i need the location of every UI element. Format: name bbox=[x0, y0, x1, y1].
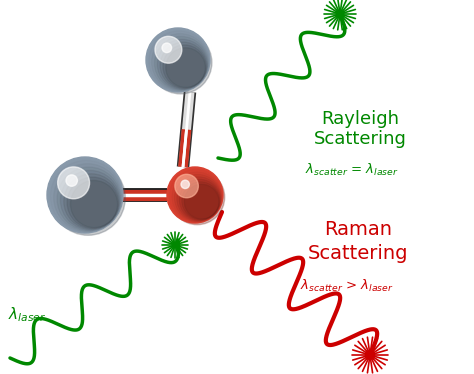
Circle shape bbox=[181, 180, 190, 188]
Text: Scattering: Scattering bbox=[314, 130, 406, 148]
Circle shape bbox=[166, 48, 205, 88]
Circle shape bbox=[60, 171, 120, 230]
Text: Scattering: Scattering bbox=[308, 244, 408, 263]
Circle shape bbox=[173, 242, 178, 248]
Circle shape bbox=[177, 177, 221, 221]
Circle shape bbox=[162, 43, 172, 53]
Circle shape bbox=[155, 36, 182, 63]
Circle shape bbox=[58, 167, 90, 199]
Circle shape bbox=[155, 37, 208, 90]
Text: $\lambda_{\mathregular{laser}}$: $\lambda_{\mathregular{laser}}$ bbox=[8, 305, 46, 324]
Circle shape bbox=[182, 182, 219, 220]
Text: Rayleigh: Rayleigh bbox=[321, 110, 399, 128]
Circle shape bbox=[146, 28, 210, 92]
Circle shape bbox=[149, 31, 212, 94]
Circle shape bbox=[184, 184, 219, 219]
Circle shape bbox=[179, 180, 220, 220]
Circle shape bbox=[47, 157, 123, 233]
Text: $\lambda_{\mathregular{scatter}}$ > $\lambda_{\mathregular{laser}}$: $\lambda_{\mathregular{scatter}}$ > $\la… bbox=[300, 278, 393, 294]
Circle shape bbox=[174, 174, 221, 221]
Circle shape bbox=[163, 45, 206, 88]
Circle shape bbox=[57, 167, 121, 231]
Circle shape bbox=[365, 350, 374, 359]
Circle shape bbox=[64, 174, 119, 229]
Text: $\lambda_{\mathregular{scatter}}$ = $\lambda_{\mathregular{laser}}$: $\lambda_{\mathregular{scatter}}$ = $\la… bbox=[305, 162, 399, 178]
Circle shape bbox=[71, 181, 118, 228]
Circle shape bbox=[175, 174, 198, 198]
Circle shape bbox=[167, 167, 223, 223]
Circle shape bbox=[67, 177, 118, 229]
Circle shape bbox=[337, 10, 344, 18]
Text: Raman: Raman bbox=[324, 220, 392, 239]
Circle shape bbox=[66, 175, 77, 186]
Circle shape bbox=[51, 161, 125, 235]
Circle shape bbox=[160, 42, 207, 89]
Circle shape bbox=[170, 170, 225, 225]
Circle shape bbox=[157, 39, 208, 89]
